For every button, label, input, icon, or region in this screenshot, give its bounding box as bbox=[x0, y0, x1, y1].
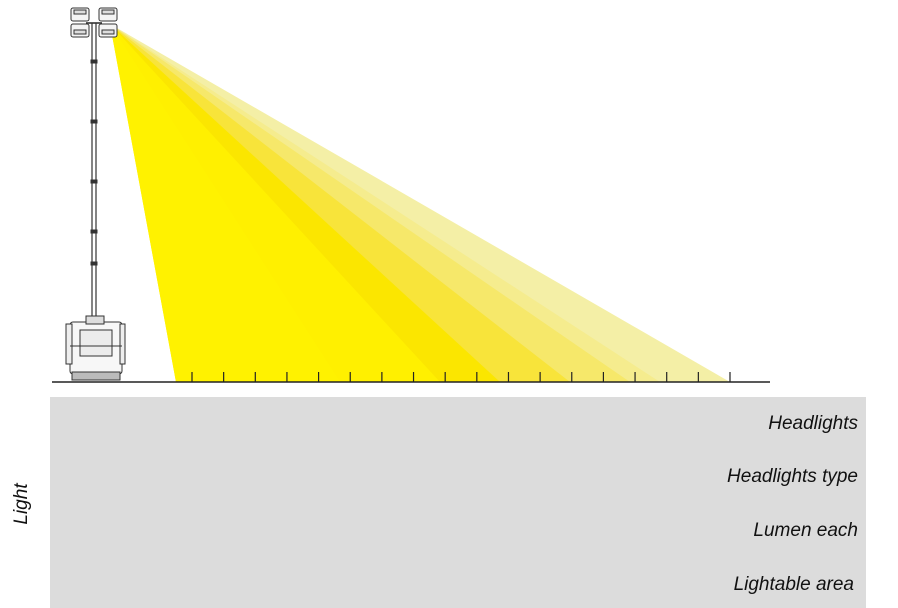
spec-panel: Headlights Headlights type Lumen each Li… bbox=[50, 397, 866, 608]
spec-label-lightable-area: Lightable area bbox=[733, 574, 854, 595]
light-beam-core bbox=[110, 24, 340, 382]
spec-label-headlights: Headlights bbox=[768, 413, 858, 434]
distance-scale bbox=[191, 372, 731, 382]
spec-label-lumen-each: Lumen each bbox=[753, 520, 858, 541]
spec-label-headlights-type: Headlights type bbox=[727, 466, 858, 487]
light-tower-icon bbox=[65, 7, 126, 381]
light-beams bbox=[110, 24, 730, 382]
light-tower-diagram bbox=[52, 7, 770, 383]
section-label-light: Light bbox=[11, 483, 32, 525]
